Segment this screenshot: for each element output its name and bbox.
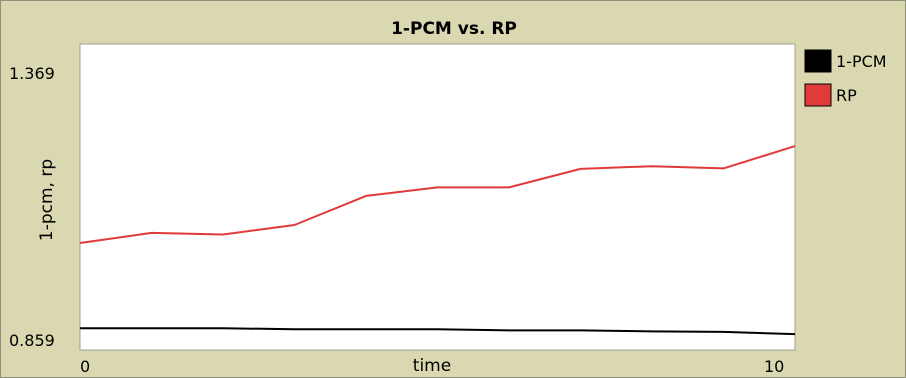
legend-swatch-rp — [804, 83, 832, 107]
y-tick-bottom: 0.859 — [9, 331, 55, 350]
y-axis-label: 1-pcm, rp — [37, 159, 57, 241]
series-layer — [79, 145, 796, 336]
legend: 1-PCM RP — [804, 49, 887, 107]
x-tick-left: 0 — [80, 357, 90, 376]
x-tick-right: 10 — [764, 357, 784, 376]
y-tick-top: 1.369 — [9, 64, 55, 83]
plot-area — [79, 43, 796, 351]
legend-label-1-pcm: 1-PCM — [836, 52, 887, 71]
legend-label-rp: RP — [836, 86, 857, 105]
chart-title: 1-PCM vs. RP — [391, 19, 517, 39]
x-axis-label: time — [413, 356, 451, 376]
series-line-rp — [79, 145, 796, 244]
legend-swatch-1-pcm — [804, 49, 832, 73]
series-line-1-pcm — [80, 327, 796, 336]
